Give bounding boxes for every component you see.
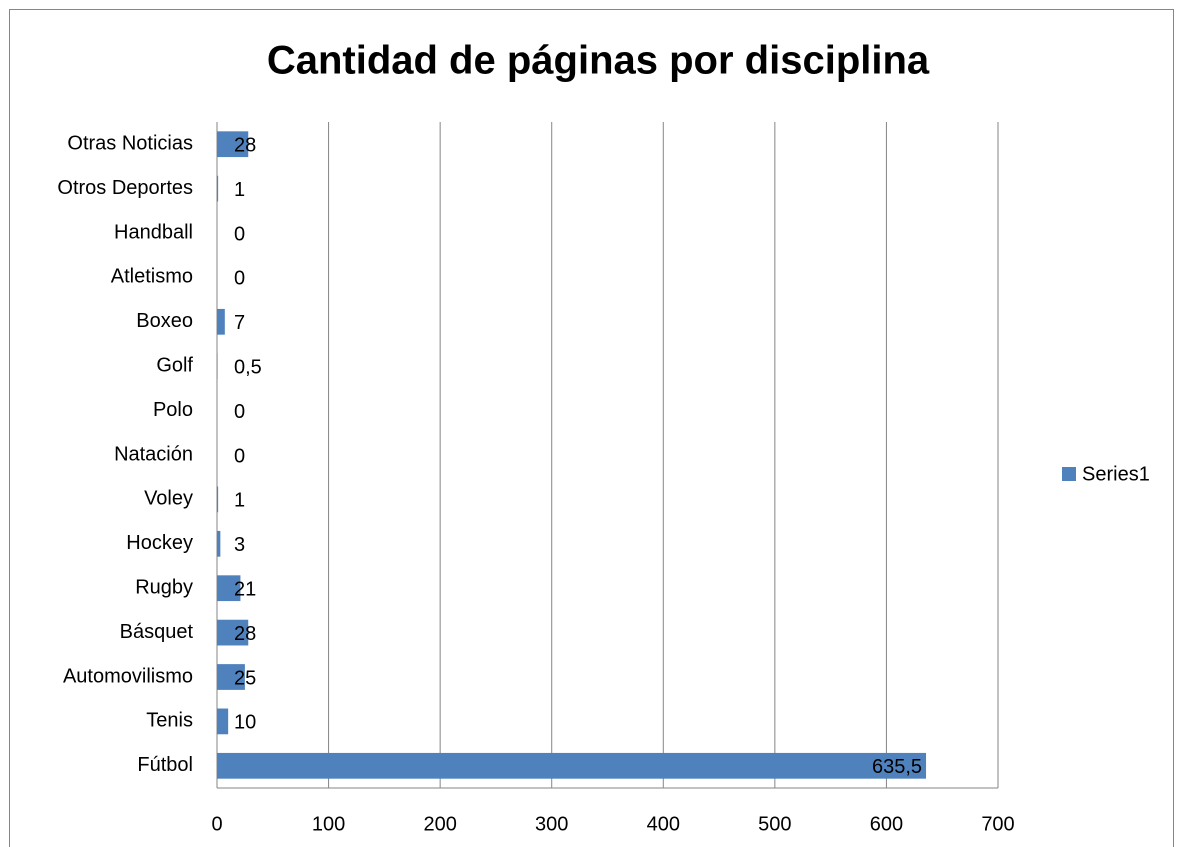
bar	[217, 308, 225, 335]
data-label: 3	[234, 534, 245, 556]
legend-label: Series1	[1082, 463, 1150, 485]
x-tick-label: 500	[758, 813, 791, 835]
data-label: 0	[234, 445, 245, 467]
bar	[217, 619, 249, 646]
x-tick-label: 400	[647, 813, 680, 835]
y-tick-label: Atletismo	[111, 266, 193, 288]
data-label: 0	[234, 401, 245, 423]
y-tick-label: Boxeo	[136, 310, 193, 332]
bar	[217, 175, 219, 202]
bar	[217, 752, 927, 779]
y-tick-label: Tenis	[146, 710, 193, 732]
bar	[217, 530, 221, 557]
bar	[217, 575, 241, 602]
bar	[217, 664, 245, 690]
y-tick-label: Voley	[144, 488, 193, 510]
y-tick-label: Otros Deportes	[57, 177, 193, 199]
data-label: 635,5	[872, 756, 922, 778]
y-tick-label: Otras Noticias	[67, 132, 193, 154]
data-label: 1	[234, 179, 245, 201]
data-label: 0,5	[234, 356, 262, 378]
bar	[217, 353, 218, 380]
y-tick-label: Básquet	[120, 621, 194, 643]
legend-swatch	[1062, 467, 1076, 481]
y-tick-label: Polo	[153, 399, 193, 421]
bar	[217, 708, 229, 735]
x-tick-label: 100	[312, 813, 345, 835]
data-label: 10	[234, 712, 256, 734]
x-tick-label: 0	[211, 813, 222, 835]
data-label: 28	[234, 623, 256, 645]
x-tick-label: 700	[981, 813, 1014, 835]
chart-title: Cantidad de páginas por disciplina	[267, 39, 930, 83]
y-tick-label: Hockey	[126, 532, 193, 554]
data-label: 7	[234, 312, 245, 334]
x-tick-label: 200	[423, 813, 456, 835]
y-tick-label: Handball	[114, 221, 193, 243]
data-label: 0	[234, 268, 245, 290]
y-tick-label: Golf	[156, 354, 193, 376]
data-label: 0	[234, 223, 245, 245]
data-label: 25	[234, 667, 256, 689]
chart-frame	[9, 9, 1174, 847]
y-tick-label: Rugby	[135, 576, 193, 598]
data-label: 21	[234, 578, 256, 600]
x-tick-label: 600	[870, 813, 903, 835]
data-label: 1	[234, 490, 245, 512]
y-tick-label: Natación	[114, 443, 193, 465]
y-tick-label: Fútbol	[137, 754, 193, 776]
x-tick-label: 300	[535, 813, 568, 835]
bar	[217, 131, 249, 158]
y-tick-label: Automovilismo	[63, 665, 193, 687]
bar	[217, 486, 219, 513]
data-label: 28	[234, 134, 256, 156]
